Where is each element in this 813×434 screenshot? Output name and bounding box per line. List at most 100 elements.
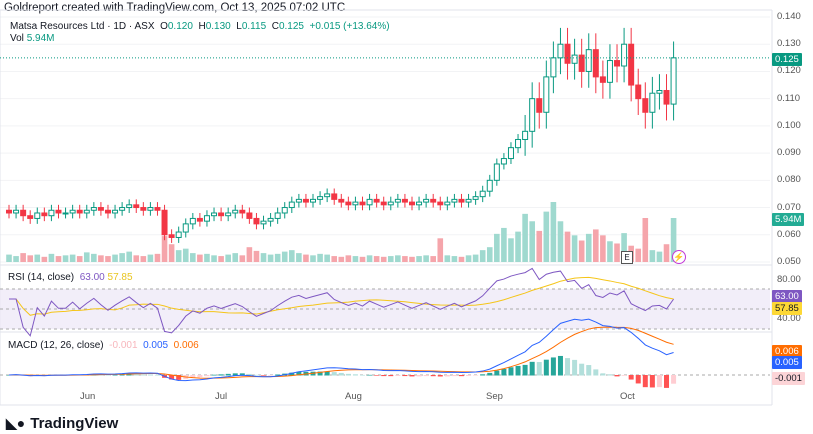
price-axis-label: 0.060 xyxy=(777,228,801,240)
macd-histogram-bar xyxy=(197,375,203,378)
candle-body xyxy=(20,209,27,217)
volume-bar xyxy=(444,255,451,262)
macd-histogram-bar xyxy=(268,375,274,376)
candle-body xyxy=(614,60,621,67)
macd-histogram-bar xyxy=(246,373,252,376)
candle-body xyxy=(564,43,571,64)
volume-bar xyxy=(430,256,436,262)
candle-body xyxy=(642,98,649,113)
volume-bar xyxy=(246,247,253,262)
macd-legend: MACD (12, 26, close) -0.001 0.005 0.006 xyxy=(8,340,199,351)
volume-bar xyxy=(154,253,161,262)
macd-histogram-bar xyxy=(487,372,493,376)
candle-body xyxy=(62,212,69,215)
volume-bar xyxy=(211,255,217,262)
price-axis-label: 0.090 xyxy=(777,147,801,159)
candle-body xyxy=(493,163,500,181)
candle-body xyxy=(387,201,394,206)
candle-body xyxy=(430,198,437,203)
macd-histogram-bar xyxy=(579,363,585,376)
volume-bar xyxy=(267,254,274,262)
candle-body xyxy=(90,207,97,211)
candle-body xyxy=(621,43,628,67)
candle-body xyxy=(331,193,338,200)
macd-histogram-bar xyxy=(416,375,422,377)
macd-histogram-bar xyxy=(480,374,486,376)
volume-bar xyxy=(345,255,352,262)
macd-histogram-bar xyxy=(621,375,627,376)
macd-histogram-bar xyxy=(345,373,351,376)
macd-histogram-bar xyxy=(430,375,436,377)
macd-tag: 0.005 xyxy=(772,356,802,369)
candle-body xyxy=(359,201,366,206)
volume-bar xyxy=(303,254,309,262)
candle-body xyxy=(133,204,140,209)
candle-body xyxy=(168,234,175,238)
candle-body xyxy=(338,198,345,203)
volume-bar xyxy=(281,251,288,262)
macd-histogram-bar xyxy=(402,375,408,377)
rsi-line xyxy=(9,267,674,337)
candle-body xyxy=(154,207,161,211)
rsi-label: RSI (14, close) xyxy=(8,272,75,283)
candle-body xyxy=(423,198,430,203)
candle-body xyxy=(288,201,295,209)
candle-body xyxy=(394,198,401,203)
price-axis-label: 0.140 xyxy=(777,11,801,22)
dividend-lightning-icon[interactable]: ⚡ xyxy=(672,250,686,264)
volume-bar xyxy=(190,253,196,262)
price-tag: 0.125 xyxy=(772,53,802,66)
macd-histogram-bar xyxy=(147,374,153,376)
volume-bar xyxy=(451,256,458,262)
macd-histogram-bar xyxy=(374,375,380,376)
open-label: O xyxy=(160,21,168,32)
candle-body xyxy=(416,201,423,206)
close-value: 0.125 xyxy=(278,21,304,32)
macd-histogram-bar xyxy=(642,375,648,388)
volume-bar xyxy=(578,240,585,262)
volume-bar xyxy=(402,256,408,262)
candle-body xyxy=(656,89,663,94)
volume-bar xyxy=(486,247,493,262)
volume-legend: Vol 5.94M xyxy=(10,33,54,44)
volume-bar xyxy=(494,233,500,262)
candle-body xyxy=(232,209,239,214)
macd-histogram-bar xyxy=(6,375,12,376)
candle-body xyxy=(317,196,324,200)
macd-histogram-bar xyxy=(140,374,146,376)
candle-body xyxy=(189,217,196,225)
macd-histogram-bar xyxy=(261,375,267,376)
macd-histogram-bar xyxy=(119,374,125,376)
volume-bar xyxy=(621,233,627,262)
candle-body xyxy=(119,207,126,211)
candle-body xyxy=(373,198,380,203)
candle-body xyxy=(41,212,48,217)
candle-body xyxy=(437,201,444,206)
macd-histogram-bar xyxy=(466,375,472,376)
macd-histogram-bar xyxy=(508,367,514,376)
candle-body xyxy=(211,212,218,217)
vol-value: 5.94M xyxy=(26,33,55,44)
volume-bar xyxy=(543,211,550,262)
volume-bar xyxy=(656,251,663,262)
volume-bar xyxy=(366,255,373,262)
volume-bar xyxy=(352,256,359,262)
candle-body xyxy=(126,204,133,209)
candle-body xyxy=(34,212,41,219)
candle-body xyxy=(104,209,111,214)
tradingview-logo[interactable]: ◣● TradingView xyxy=(6,415,118,432)
chart-canvas[interactable] xyxy=(0,0,813,410)
candle-body xyxy=(27,215,34,219)
candle-body xyxy=(161,209,168,236)
macd-histogram-bar xyxy=(154,374,160,376)
volume-bar xyxy=(593,229,599,262)
volume-bar xyxy=(204,253,210,262)
candle-body xyxy=(522,130,529,140)
candle-body xyxy=(225,212,232,217)
price-axis-label: 0.110 xyxy=(777,92,801,104)
symbol-name[interactable]: Matsa Resources Ltd · 1D · ASX xyxy=(10,21,155,32)
macd-histogram-bar xyxy=(444,375,450,377)
candle-body xyxy=(635,84,642,100)
earnings-marker[interactable]: E xyxy=(621,251,633,264)
candle-body xyxy=(486,179,493,192)
